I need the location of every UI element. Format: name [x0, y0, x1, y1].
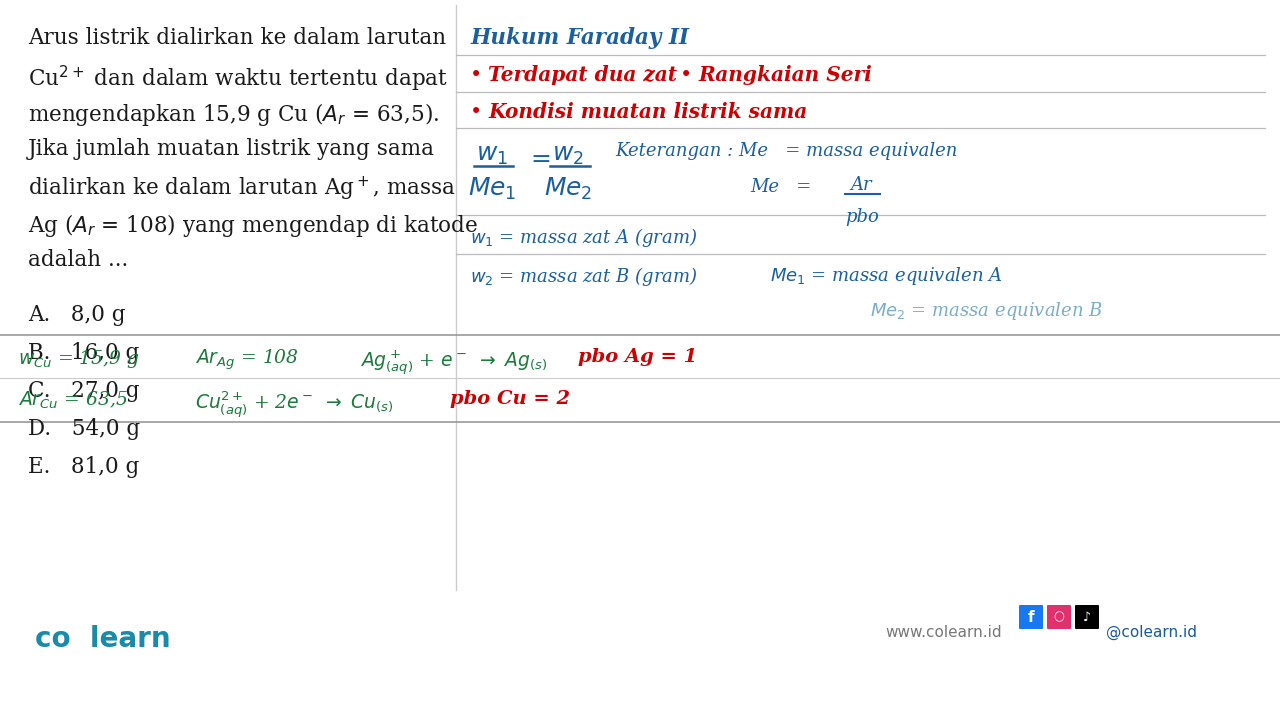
Text: pbo: pbo — [845, 208, 879, 226]
Text: •: • — [680, 65, 692, 85]
Text: $Me_2$: $Me_2$ — [544, 176, 593, 202]
Text: f: f — [1028, 610, 1034, 624]
Text: Arus listrik dialirkan ke dalam larutan: Arus listrik dialirkan ke dalam larutan — [28, 27, 447, 49]
Text: B.   16,0 g: B. 16,0 g — [28, 342, 140, 364]
FancyBboxPatch shape — [1019, 605, 1043, 629]
Text: @colearn.id: @colearn.id — [1106, 625, 1197, 640]
Text: $w_1$: $w_1$ — [476, 144, 508, 167]
Text: $Me_2$ = massa equivalen B: $Me_2$ = massa equivalen B — [870, 300, 1103, 322]
Text: Hukum Faraday II: Hukum Faraday II — [470, 27, 689, 49]
Text: $Ar_{Cu}$ = 63,5: $Ar_{Cu}$ = 63,5 — [18, 390, 128, 411]
Text: pbo Ag = 1: pbo Ag = 1 — [579, 348, 698, 366]
FancyBboxPatch shape — [1047, 605, 1071, 629]
Text: ○: ○ — [1053, 611, 1065, 624]
Text: mengendapkan 15,9 g Cu ($A_r$ = 63,5).: mengendapkan 15,9 g Cu ($A_r$ = 63,5). — [28, 101, 439, 128]
Text: ♪: ♪ — [1083, 611, 1091, 624]
Text: $w_1$ = massa zat A (gram): $w_1$ = massa zat A (gram) — [470, 226, 698, 249]
Text: =: = — [530, 148, 550, 171]
Text: •: • — [470, 102, 483, 122]
Text: $Me_1$ = massa equivalen A: $Me_1$ = massa equivalen A — [771, 265, 1002, 287]
Text: $w_2$: $w_2$ — [552, 144, 584, 167]
FancyBboxPatch shape — [1075, 605, 1100, 629]
Text: pbo Cu = 2: pbo Cu = 2 — [451, 390, 570, 408]
Text: •: • — [470, 65, 483, 85]
Text: E.   81,0 g: E. 81,0 g — [28, 456, 140, 478]
Text: Kondisi muatan listrik sama: Kondisi muatan listrik sama — [488, 102, 808, 122]
Text: Keterangan : Me   = massa equivalen: Keterangan : Me = massa equivalen — [614, 142, 957, 160]
Text: $Ag^+_{(aq)}$ + $e^-$ $\rightarrow$ $Ag_{(s)}$: $Ag^+_{(aq)}$ + $e^-$ $\rightarrow$ $Ag_… — [360, 348, 548, 377]
Text: D.   54,0 g: D. 54,0 g — [28, 418, 141, 440]
Text: $w_{Cu}$ = 15,9 g: $w_{Cu}$ = 15,9 g — [18, 348, 140, 370]
Text: Jika jumlah muatan listrik yang sama: Jika jumlah muatan listrik yang sama — [28, 138, 435, 160]
Text: A.   8,0 g: A. 8,0 g — [28, 304, 125, 326]
Text: dialirkan ke dalam larutan Ag$^+$, massa: dialirkan ke dalam larutan Ag$^+$, massa — [28, 175, 456, 203]
Text: Ar: Ar — [850, 176, 872, 194]
Text: $Ar_{Ag}$ = 108: $Ar_{Ag}$ = 108 — [195, 348, 300, 372]
Text: C.   27,0 g: C. 27,0 g — [28, 380, 140, 402]
Text: $Cu^{2+}_{(aq)}$ + 2$e^-$ $\rightarrow$ $Cu_{(s)}$: $Cu^{2+}_{(aq)}$ + 2$e^-$ $\rightarrow$ … — [195, 390, 394, 420]
Text: Me   =: Me = — [750, 178, 812, 196]
Text: $w_2$ = massa zat B (gram): $w_2$ = massa zat B (gram) — [470, 265, 698, 288]
Text: co  learn: co learn — [35, 625, 170, 653]
Text: Ag ($A_r$ = 108) yang mengendap di katode: Ag ($A_r$ = 108) yang mengendap di katod… — [28, 212, 479, 239]
Text: www.colearn.id: www.colearn.id — [884, 625, 1002, 640]
Text: Cu$^{2+}$ dan dalam waktu tertentu dapat: Cu$^{2+}$ dan dalam waktu tertentu dapat — [28, 64, 448, 94]
Text: $Me_1$: $Me_1$ — [467, 176, 516, 202]
Text: adalah ...: adalah ... — [28, 249, 128, 271]
Text: Rangkaian Seri: Rangkaian Seri — [698, 65, 872, 85]
Text: Terdapat dua zat: Terdapat dua zat — [488, 65, 677, 85]
